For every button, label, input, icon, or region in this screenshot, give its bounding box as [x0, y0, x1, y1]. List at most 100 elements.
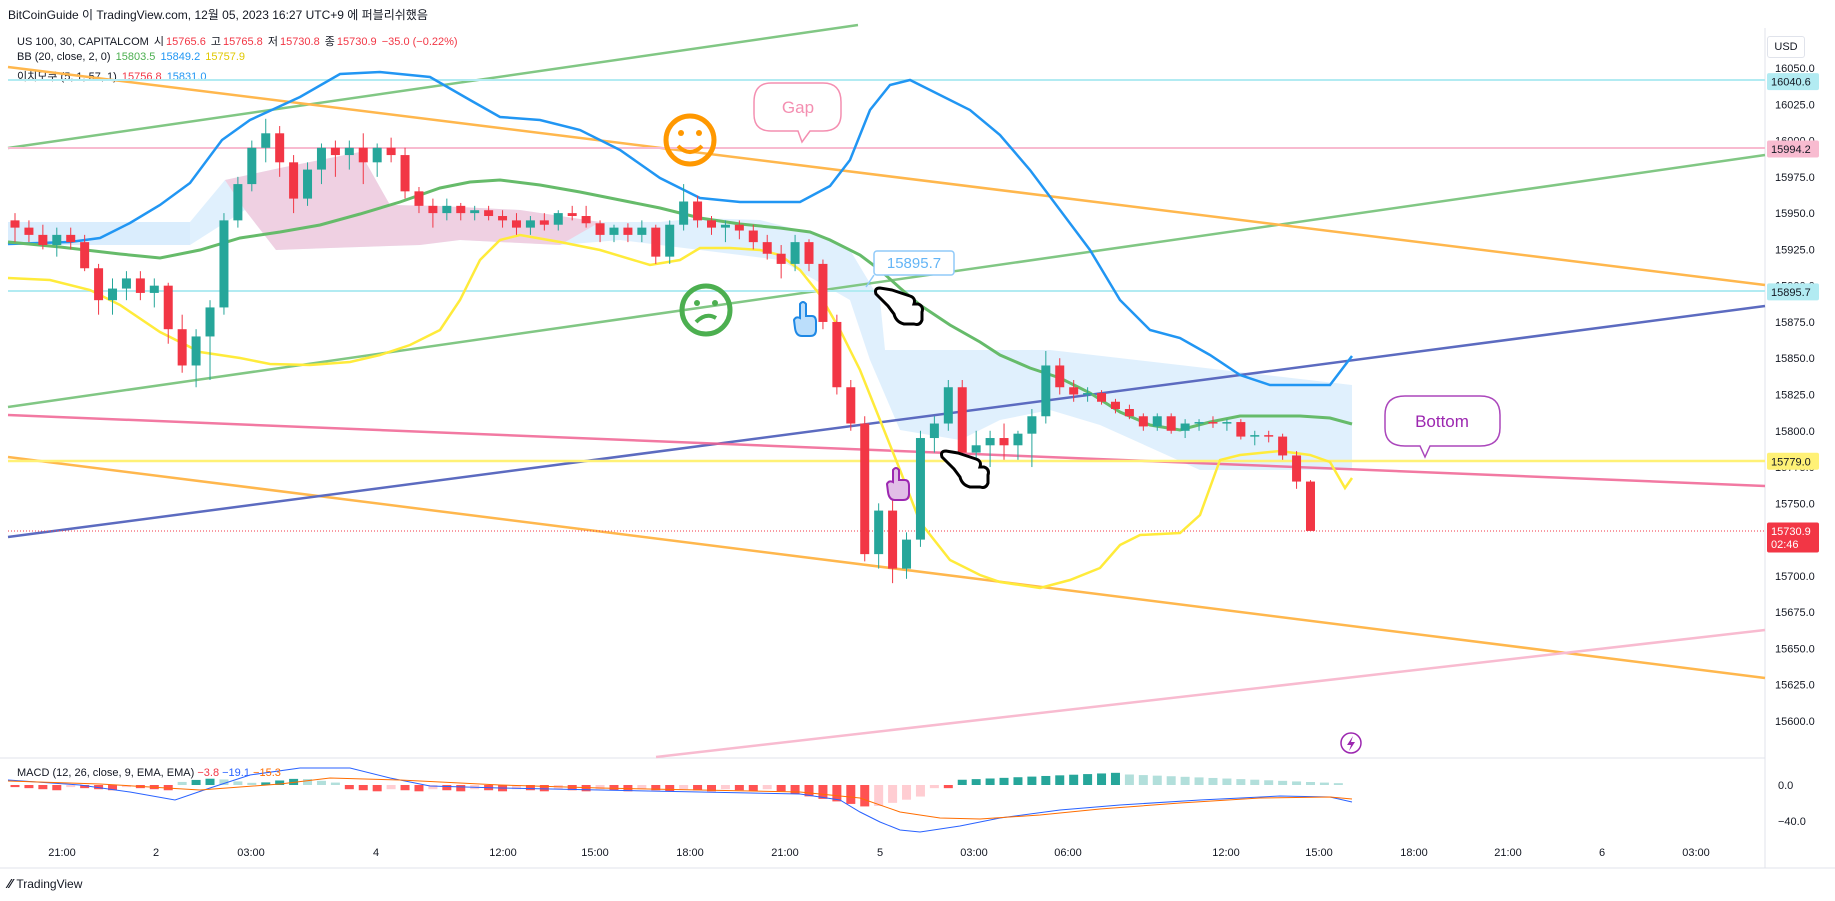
- candle-body: [163, 285, 173, 330]
- candle-body: [637, 227, 647, 235]
- price-marker-callout[interactable]: 15895.7: [865, 250, 955, 288]
- price-axis-label[interactable]: 15730.902:46: [1767, 522, 1819, 553]
- candle-body: [303, 169, 313, 199]
- bottom-callout[interactable]: Bottom: [1384, 395, 1501, 459]
- macd-histogram-bar: [386, 785, 396, 790]
- macd-histogram-bar: [10, 785, 20, 788]
- candle-body: [80, 242, 90, 269]
- x-tick-label: 6: [1599, 847, 1605, 859]
- candle-body: [400, 155, 410, 192]
- macd-signal-line: [7, 777, 1353, 820]
- y-tick-label: 15875.0: [1775, 317, 1815, 329]
- candle-body: [693, 201, 703, 221]
- candle-body: [790, 242, 800, 264]
- candle-body: [219, 220, 229, 308]
- candle-body: [330, 147, 340, 156]
- macd-histogram-bar: [330, 782, 340, 785]
- macd-name[interactable]: MACD (12, 26, close, 9, EMA, EMA): [17, 767, 195, 779]
- x-tick-label: 21:00: [48, 847, 76, 859]
- x-tick-label: 12:00: [1212, 847, 1240, 859]
- candle-body: [818, 263, 828, 322]
- bb-legend: BB (20, close, 2, 0) 15803.5 15849.2 157…: [17, 51, 247, 63]
- macd-histogram-bar: [1236, 779, 1246, 785]
- candle-body: [498, 216, 508, 221]
- price-axis-label[interactable]: 15779.0: [1767, 452, 1819, 470]
- candle-body: [874, 510, 884, 555]
- macd-histogram-bar: [275, 780, 285, 785]
- candle-body: [609, 227, 619, 235]
- pointing-hand-icon: [792, 301, 817, 337]
- candle-body: [1305, 481, 1315, 531]
- candle-body: [275, 133, 285, 163]
- candle-body: [1264, 435, 1274, 437]
- macd-histogram-bar: [1208, 777, 1218, 785]
- y-tick-label: 15950.0: [1775, 208, 1815, 220]
- macd-histogram-bar: [915, 785, 925, 797]
- macd-tick-label: 0.0: [1778, 780, 1793, 792]
- macd-histogram-bar: [358, 785, 368, 791]
- macd-histogram-bar: [1194, 777, 1204, 785]
- macd-histogram-bar: [707, 785, 716, 792]
- candle-body: [456, 205, 466, 214]
- candle-body: [1222, 422, 1232, 424]
- candle-body: [1166, 416, 1176, 431]
- close-value: 15730.9: [336, 36, 377, 48]
- bottom-callout-text: Bottom: [1415, 412, 1469, 431]
- x-tick-label: 5: [877, 847, 883, 859]
- macd-histogram-bar: [929, 785, 939, 789]
- x-tick-label: 21:00: [771, 847, 799, 859]
- macd-histogram-bar: [52, 785, 62, 791]
- y-tick-label: 15675.0: [1775, 607, 1815, 619]
- candle-body: [1124, 409, 1134, 417]
- high-value: 15765.8: [223, 36, 263, 48]
- candle-body: [707, 220, 716, 228]
- macd-signal-value: −15.3: [253, 767, 281, 779]
- happy-face-icon: [663, 113, 717, 167]
- candle-body: [108, 288, 118, 301]
- lightning-icon[interactable]: [1340, 732, 1362, 754]
- sad-face-icon: [679, 283, 733, 337]
- y-tick-label: 15600.0: [1775, 716, 1815, 728]
- candle-body: [665, 224, 675, 257]
- candle-body: [748, 230, 758, 243]
- candle-body: [999, 438, 1009, 446]
- candle-body: [581, 216, 591, 224]
- macd-histogram-bar: [372, 785, 382, 792]
- bb-name[interactable]: BB (20, close, 2, 0): [17, 51, 111, 63]
- price-marker-text: 15895.7: [887, 255, 941, 272]
- candle-body: [247, 147, 257, 185]
- macd-histogram-bar: [442, 785, 452, 791]
- trendline-pink: [655, 628, 1766, 759]
- price-axis-label[interactable]: 16040.6: [1767, 73, 1819, 91]
- tradingview-logo[interactable]: ⁄⁄ TradingView: [8, 876, 82, 891]
- macd-histogram-bar: [1292, 781, 1302, 785]
- pointing-hand-icon: [874, 286, 924, 326]
- candle-body: [776, 253, 786, 264]
- currency-button[interactable]: USD: [1767, 36, 1805, 58]
- candle-body: [386, 147, 396, 156]
- gap-callout[interactable]: Gap: [753, 82, 842, 144]
- candle-body: [233, 184, 243, 221]
- price-axis-label[interactable]: 15895.7: [1767, 283, 1819, 301]
- macd-histogram-bar: [651, 785, 661, 791]
- candle-body: [651, 227, 661, 257]
- symbol-legend: US 100, 30, CAPITALCOM 시 15765.6 고 15765.8…: [17, 33, 460, 49]
- symbol-name[interactable]: US 100, 30, CAPITALCOM: [17, 36, 149, 48]
- macd-histogram-bar: [1055, 775, 1065, 785]
- candle-body: [929, 423, 939, 439]
- macd-histogram-bar: [1069, 774, 1079, 785]
- macd-histogram-bar: [776, 785, 786, 792]
- tradingview-logo-icon: ⁄⁄: [8, 876, 13, 891]
- price-axis-label[interactable]: 15994.2: [1767, 140, 1819, 158]
- candle-body: [539, 220, 549, 225]
- x-tick-label: 15:00: [1305, 847, 1333, 859]
- macd-histogram-bar: [790, 785, 800, 794]
- candle-body: [553, 213, 563, 225]
- macd-histogram-bar: [888, 785, 898, 803]
- macd-histogram-bar: [1152, 775, 1162, 785]
- macd-histogram-bar: [720, 785, 730, 790]
- candle-body: [38, 234, 48, 246]
- candle-body: [66, 234, 76, 243]
- macd-histogram-bar: [1097, 773, 1107, 785]
